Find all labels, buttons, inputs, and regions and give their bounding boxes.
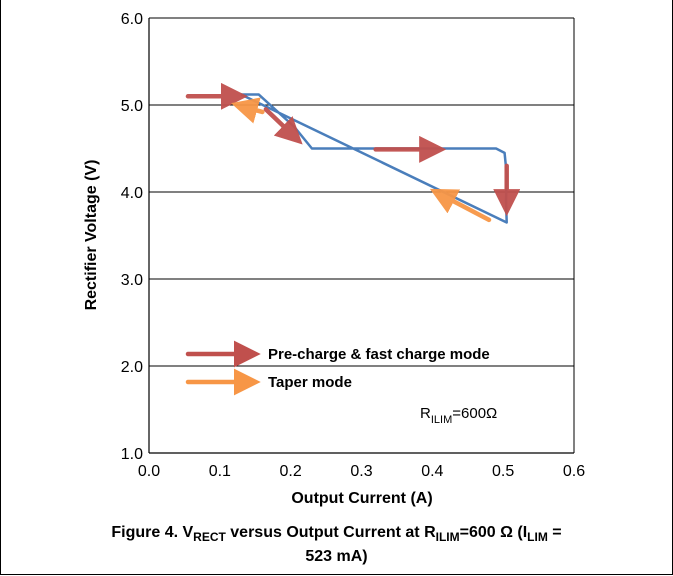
x-tick-label-2: 0.2 — [280, 463, 302, 480]
chart: 0.0 0.1 0.2 0.3 0.4 0.5 0.61.02.03.04.05.06.0 … — [83, 11, 585, 507]
caption-part-a: Figure 4. V — [111, 524, 194, 541]
x-tick-label-3: 0.3 — [350, 463, 372, 480]
caption-part-d: = — [547, 524, 562, 541]
caption-part-b: versus Output Current at R — [225, 524, 436, 541]
gridlines — [149, 17, 574, 454]
x-tick-label-5: 0.5 — [492, 463, 514, 480]
tick-labels: 0.0 0.1 0.2 0.3 0.4 0.5 0.6 1.0 2.0 3.0 4.0 5.0 6.0 — [121, 11, 585, 480]
rilim-annotation: RILIM=600Ω — [420, 405, 497, 426]
caption-sub-rect: RECT — [193, 530, 226, 545]
rilim-main: R — [420, 405, 431, 422]
taper-arrow-0 — [429, 188, 492, 223]
taper-arrow-1 — [231, 97, 265, 124]
y-tick-label-3: 4.0 — [121, 185, 143, 202]
x-tick-label-6: 0.6 — [563, 463, 585, 480]
precharge-arrow-1 — [263, 107, 303, 145]
y-tick-label-4: 5.0 — [121, 98, 143, 115]
figure-caption-line2: 523 mA) — [305, 548, 368, 565]
x-tick-label-0: 0.0 — [138, 463, 160, 480]
x-tick-label-4: 0.4 — [421, 463, 443, 480]
x-tick-label-1: 0.1 — [209, 463, 231, 480]
figure-caption-line1: Figure 4. VRECT versus Output Current at… — [0, 524, 673, 544]
arrows-group — [185, 82, 521, 223]
caption-part-c: =600 Ω (I — [459, 524, 528, 541]
y-axis-label: Rectifier Voltage (V) — [83, 160, 100, 311]
caption-sub-ilim: ILIM — [435, 530, 460, 545]
legend: Pre-charge & fast charge mode Taper mode — [185, 340, 490, 396]
y-tick-label-5: 6.0 — [121, 11, 143, 28]
legend-label-1: Taper mode — [268, 374, 352, 391]
caption-sub-lim: LIM — [527, 530, 548, 545]
y-tick-label-2: 3.0 — [121, 272, 143, 289]
x-axis-label: Output Current (A) — [291, 490, 432, 507]
rilim-rest: =600Ω — [452, 405, 497, 422]
axes-group — [148, 18, 575, 454]
legend-label-0: Pre-charge & fast charge mode — [268, 346, 490, 363]
y-tick-label-1: 2.0 — [121, 359, 143, 376]
y-tick-label-0: 1.0 — [121, 446, 143, 463]
series-group — [240, 93, 508, 224]
rilim-sub: ILIM — [431, 414, 452, 426]
series-line-0 — [240, 93, 508, 224]
